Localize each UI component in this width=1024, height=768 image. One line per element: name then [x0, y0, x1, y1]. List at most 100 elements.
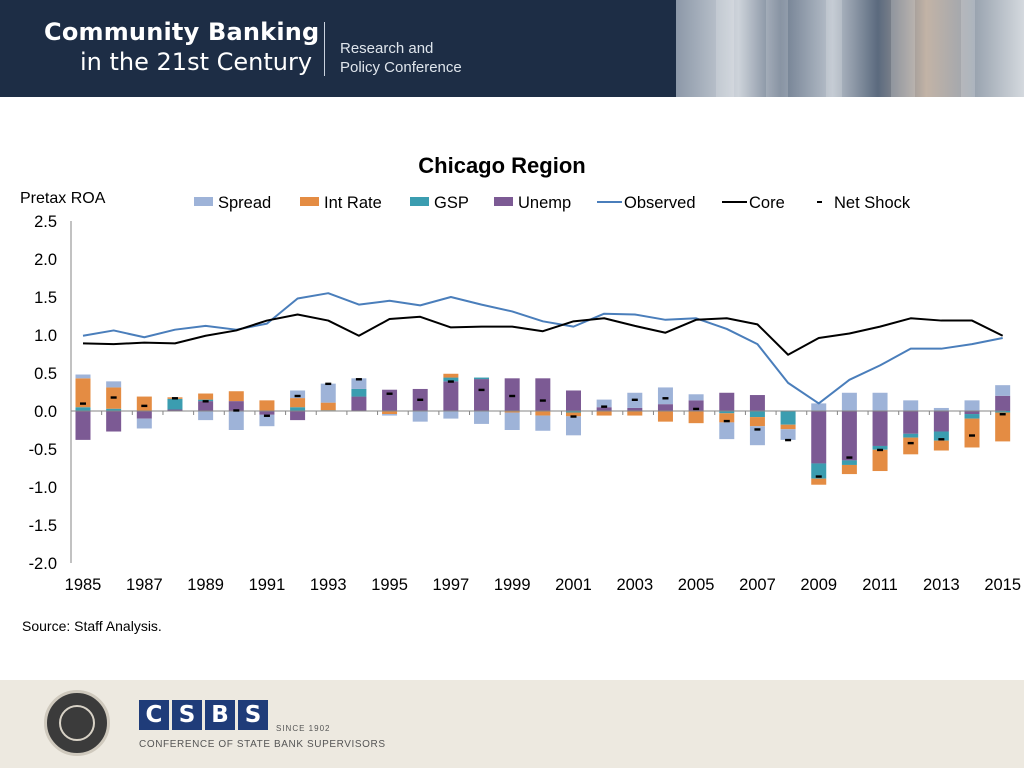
bar-gsp: [290, 407, 306, 411]
bar-unemp: [627, 407, 643, 411]
x-tick-label: 2015: [984, 576, 1021, 594]
bar-gsp: [719, 411, 735, 414]
bar-unemp: [198, 401, 214, 411]
bar-int-rate: [749, 417, 765, 427]
bar-unemp: [688, 400, 704, 411]
net-shock-marker: [631, 398, 638, 401]
source-note: Source: Staff Analysis.: [22, 618, 162, 634]
csbs-letter: S: [172, 700, 202, 730]
y-tick-label: 0.5: [34, 365, 57, 383]
csbs-since: SINCE 1902: [276, 724, 331, 733]
x-tick-label: 1987: [126, 576, 163, 594]
bar-unemp: [106, 411, 122, 432]
legend-swatch-unemp: [494, 197, 513, 206]
header-banner: Community Banking in the 21st Century Re…: [0, 0, 1024, 97]
bar-spread: [903, 400, 919, 411]
federal-reserve-seal-icon: [44, 690, 110, 756]
net-shock-marker: [907, 441, 914, 445]
y-tick-label: 1.5: [34, 289, 57, 307]
x-tick-label: 2011: [862, 576, 897, 594]
bar-unemp: [903, 411, 919, 434]
bar-unemp: [382, 389, 398, 411]
bar-gsp: [474, 377, 490, 380]
csbs-letter: C: [139, 700, 169, 730]
bar-unemp: [259, 411, 275, 415]
building-photo: [676, 0, 1024, 97]
bar-unemp: [290, 411, 306, 421]
bar-unemp: [872, 411, 888, 446]
net-shock-marker: [202, 400, 209, 403]
bar-spread: [290, 390, 306, 399]
csbs-full-name: CONFERENCE OF STATE BANK SUPERVISORS: [139, 739, 386, 750]
legend-label: GSP: [434, 194, 469, 212]
bar-int-rate: [688, 411, 704, 424]
bar-unemp: [351, 396, 367, 411]
x-tick-label: 1999: [494, 576, 531, 594]
conference-subtitle-line2: Policy Conference: [340, 59, 462, 76]
bar-unemp: [75, 411, 91, 440]
bar-unemp: [841, 411, 857, 461]
net-shock-marker: [171, 397, 178, 400]
bar-unemp: [535, 378, 551, 411]
bar-int-rate: [627, 411, 643, 416]
bar-int-rate: [259, 400, 275, 411]
bar-unemp: [596, 407, 612, 411]
bar-gsp: [75, 407, 91, 411]
net-shock-marker: [693, 407, 700, 411]
net-shock-marker: [662, 397, 669, 400]
net-shock-marker: [325, 382, 332, 386]
bar-spread: [136, 418, 152, 429]
legend-label: Net Shock: [834, 194, 911, 212]
bar-int-rate: [964, 418, 980, 448]
bar-int-rate: [136, 396, 152, 411]
legend-label: Unemp: [518, 194, 571, 212]
bar-gsp: [811, 463, 827, 479]
bar-int-rate: [995, 412, 1011, 442]
legend-swatch-gsp: [410, 197, 429, 206]
conference-subtitle: Research and: [340, 40, 434, 57]
y-tick-label: 2.0: [34, 251, 57, 269]
x-tick-label: 1989: [187, 576, 224, 594]
bar-gsp: [565, 411, 581, 413]
net-shock-marker: [570, 415, 577, 418]
bar-spread: [504, 412, 520, 430]
net-shock-marker: [877, 448, 884, 452]
x-tick-label: 1997: [433, 576, 470, 594]
net-shock-marker: [233, 409, 240, 412]
net-shock-marker: [969, 434, 976, 437]
bar-spread: [535, 415, 551, 431]
y-axis-label: Pretax ROA: [20, 190, 106, 207]
bar-spread: [780, 429, 796, 440]
csbs-letter: B: [205, 700, 235, 730]
legend-label: Observed: [624, 194, 696, 212]
bar-spread: [964, 400, 980, 411]
bar-gsp: [780, 411, 796, 425]
bar-int-rate: [290, 398, 306, 408]
bar-int-rate: [504, 411, 520, 413]
bar-spread: [443, 411, 459, 419]
legend-label: Spread: [218, 194, 271, 212]
bar-int-rate: [933, 440, 949, 451]
bar-spread: [995, 385, 1011, 396]
bar-spread: [933, 407, 949, 411]
net-shock-marker: [938, 438, 945, 441]
bar-gsp: [841, 460, 857, 465]
net-shock-marker: [263, 414, 270, 417]
bar-spread: [596, 399, 612, 408]
bar-int-rate: [75, 378, 91, 408]
net-shock-marker: [141, 404, 148, 408]
y-tick-label: 0.0: [34, 403, 57, 421]
net-shock-marker: [754, 428, 761, 431]
net-shock-marker: [386, 392, 393, 395]
bar-unemp: [565, 390, 581, 411]
bar-int-rate: [228, 391, 244, 402]
x-tick-label: 2007: [739, 576, 776, 594]
bar-spread: [320, 383, 336, 403]
legend-marker-net-shock: [817, 201, 822, 203]
bar-spread: [474, 411, 490, 424]
net-shock-marker: [723, 419, 730, 423]
y-tick-label: 2.5: [34, 213, 57, 231]
bar-int-rate: [198, 393, 214, 400]
x-tick-label: 1995: [371, 576, 408, 594]
conference-title-line2: in the 21st Century: [80, 48, 313, 76]
